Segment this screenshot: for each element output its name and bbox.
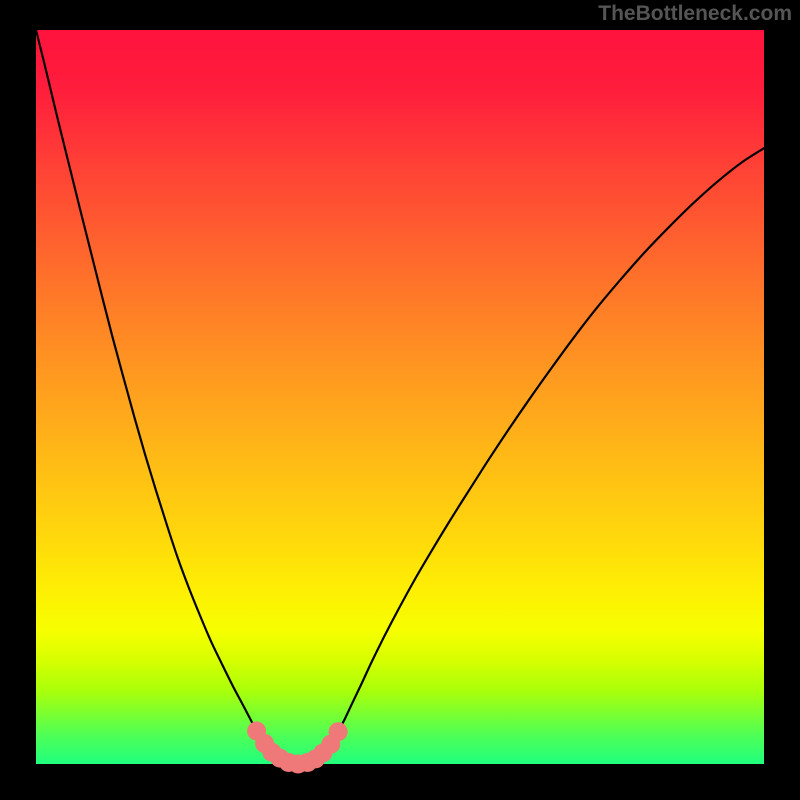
- bottleneck-chart: [0, 0, 800, 800]
- chart-root: TheBottleneck.com: [0, 0, 800, 800]
- watermark-text: TheBottleneck.com: [598, 0, 800, 26]
- valley-marker: [329, 722, 348, 741]
- plot-area: [36, 30, 764, 764]
